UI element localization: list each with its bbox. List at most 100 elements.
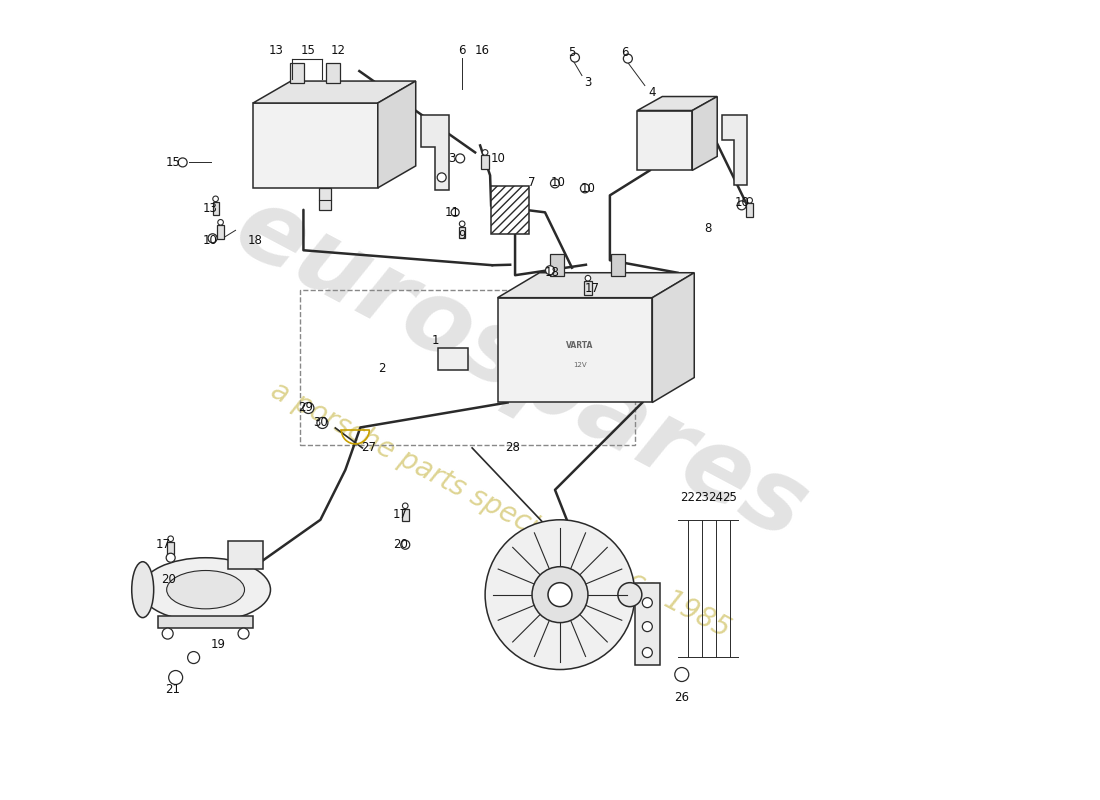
Text: 8: 8 [704, 222, 712, 234]
Circle shape [208, 234, 217, 242]
Circle shape [642, 647, 652, 658]
Circle shape [532, 566, 587, 622]
Text: 16: 16 [474, 44, 490, 57]
Circle shape [482, 150, 488, 155]
Polygon shape [253, 81, 416, 103]
Bar [550, 254, 564, 276]
Circle shape [585, 275, 591, 281]
Polygon shape [377, 81, 416, 188]
Circle shape [455, 154, 464, 163]
Bar [228, 541, 263, 569]
Circle shape [642, 598, 652, 608]
Circle shape [571, 53, 580, 62]
Text: 7: 7 [528, 176, 536, 189]
Polygon shape [637, 97, 717, 110]
Circle shape [162, 628, 173, 639]
Circle shape [548, 582, 572, 606]
Bar [217, 226, 224, 239]
Circle shape [218, 219, 223, 225]
Text: 6: 6 [621, 46, 628, 59]
Bar [635, 582, 660, 665]
Text: 13: 13 [204, 202, 218, 215]
Polygon shape [692, 97, 717, 170]
Bar [167, 542, 174, 554]
Circle shape [485, 520, 635, 670]
Text: 25: 25 [723, 491, 737, 504]
Text: 24: 24 [708, 491, 723, 504]
Text: 22: 22 [680, 491, 695, 504]
Bar [212, 202, 219, 215]
Text: 3: 3 [584, 76, 592, 89]
Text: 3: 3 [449, 152, 455, 165]
Bar [438, 348, 469, 370]
Text: 18: 18 [249, 234, 263, 246]
Text: 9: 9 [459, 229, 466, 242]
Bar [327, 63, 340, 83]
Polygon shape [253, 103, 377, 188]
Text: 27: 27 [361, 442, 376, 454]
Text: 10: 10 [491, 152, 506, 165]
Ellipse shape [167, 570, 244, 609]
Circle shape [546, 266, 554, 274]
Text: 26: 26 [674, 691, 690, 704]
Circle shape [581, 184, 590, 193]
Text: 5: 5 [569, 46, 575, 59]
Circle shape [302, 402, 313, 414]
Text: 30: 30 [314, 417, 328, 430]
Bar [459, 227, 465, 238]
Circle shape [460, 221, 465, 226]
Circle shape [178, 158, 187, 167]
Circle shape [212, 196, 219, 202]
Text: 19: 19 [211, 638, 227, 651]
Circle shape [737, 201, 746, 210]
Circle shape [642, 622, 652, 631]
Polygon shape [652, 273, 694, 402]
Text: 17: 17 [393, 508, 408, 522]
Text: 10: 10 [581, 182, 595, 195]
Bar [746, 203, 754, 218]
Polygon shape [420, 115, 449, 190]
Bar [584, 282, 592, 295]
Text: 1: 1 [431, 334, 439, 346]
Circle shape [403, 503, 408, 509]
Circle shape [624, 54, 632, 63]
Circle shape [451, 208, 459, 216]
Text: 20: 20 [162, 573, 176, 586]
Polygon shape [497, 298, 652, 402]
Circle shape [188, 651, 199, 663]
Bar [482, 155, 488, 170]
Polygon shape [723, 115, 747, 186]
Circle shape [550, 179, 560, 188]
Text: 4: 4 [648, 86, 656, 99]
Text: 18: 18 [544, 266, 560, 278]
Bar [300, 290, 635, 445]
Text: 12: 12 [331, 44, 345, 57]
Circle shape [674, 667, 689, 682]
Text: 6: 6 [459, 44, 466, 57]
Ellipse shape [132, 562, 154, 618]
Text: VARTA: VARTA [566, 341, 594, 350]
Text: eurospares: eurospares [218, 178, 822, 562]
Text: 15: 15 [165, 156, 180, 169]
Circle shape [618, 582, 641, 606]
Circle shape [317, 418, 328, 429]
Bar [491, 186, 529, 234]
Bar [158, 616, 253, 628]
Ellipse shape [141, 558, 271, 622]
Circle shape [437, 173, 447, 182]
Circle shape [238, 628, 249, 639]
Text: 20: 20 [393, 538, 408, 551]
Text: 23: 23 [694, 491, 710, 504]
Text: 12V: 12V [573, 362, 586, 368]
Text: 21: 21 [165, 683, 180, 696]
Text: 13: 13 [270, 44, 284, 57]
Circle shape [168, 536, 174, 542]
Bar [402, 509, 409, 521]
Bar [610, 254, 625, 276]
Circle shape [166, 554, 175, 562]
Circle shape [168, 670, 183, 685]
Text: 29: 29 [298, 402, 312, 414]
Text: 10: 10 [550, 176, 565, 189]
Polygon shape [637, 110, 692, 170]
Text: 2: 2 [378, 362, 386, 374]
